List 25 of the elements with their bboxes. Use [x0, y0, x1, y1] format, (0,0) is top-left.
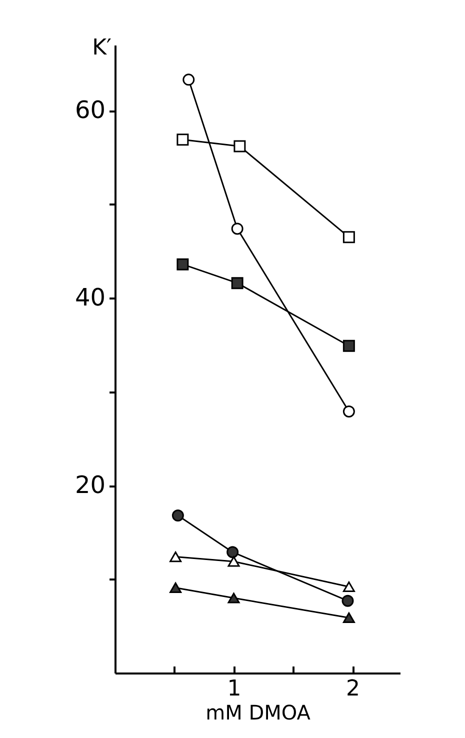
point — [176, 134, 189, 146]
point — [342, 406, 355, 418]
point — [170, 551, 182, 562]
point — [170, 582, 182, 593]
point — [342, 231, 355, 244]
point — [228, 592, 240, 604]
point — [342, 340, 355, 352]
x-tick-label: 2 — [346, 676, 360, 702]
point — [228, 556, 240, 567]
y-tick-label: 60 — [74, 96, 106, 124]
point — [231, 277, 244, 290]
point — [182, 74, 195, 86]
point — [231, 222, 244, 235]
y-tick-label: 20 — [74, 471, 106, 500]
point — [342, 594, 354, 607]
point — [342, 612, 355, 623]
x-axis-title: mM DMOA — [206, 700, 311, 724]
point — [234, 140, 246, 152]
point — [172, 510, 184, 522]
point — [176, 258, 189, 270]
y-axis-title: K′ — [92, 36, 112, 60]
x-tick-label: 1 — [227, 676, 242, 702]
point — [226, 546, 239, 558]
y-tick-label: 40 — [74, 284, 106, 312]
point — [342, 581, 355, 592]
